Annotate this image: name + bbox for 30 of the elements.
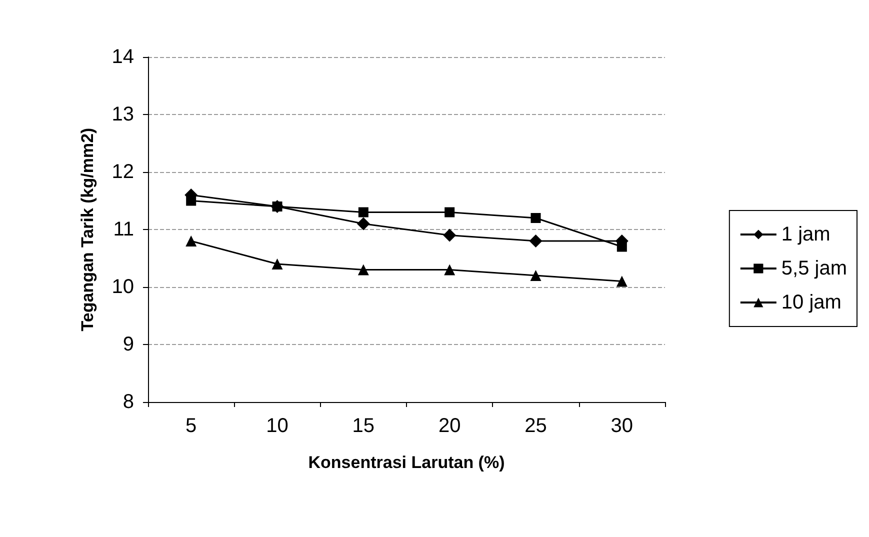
legend-label: 1 jam (781, 224, 830, 246)
point (530, 213, 541, 223)
point (358, 264, 369, 276)
point (444, 264, 456, 276)
y-tick-label: 13 (112, 104, 134, 126)
legend-label: 5,5 jam (781, 258, 848, 280)
y-axis-title: Tegangan Tarik (kg/mm2) (78, 128, 97, 332)
point (444, 207, 455, 218)
y-tick-label: 14 (112, 46, 134, 68)
x-tick-label: 30 (610, 415, 634, 437)
x-tick-label: 10 (266, 415, 288, 437)
y-tick-label: 10 (112, 276, 134, 298)
point (616, 276, 628, 287)
y-tick-label: 8 (122, 391, 134, 413)
x-tick-label: 20 (438, 415, 461, 437)
point (358, 207, 368, 218)
point (443, 228, 456, 242)
point (530, 270, 542, 281)
point (529, 234, 542, 248)
x-tick-label: 15 (352, 415, 375, 437)
point (356, 217, 370, 230)
y-tick-label: 9 (122, 334, 134, 356)
point (272, 258, 283, 270)
x-axis-title: Konsentrasi Larutan (%) (308, 453, 505, 472)
legend-label: 10 jam (781, 292, 842, 314)
y-tick-label: 12 (112, 161, 134, 183)
point (186, 236, 197, 246)
x-tick-label: 5 (186, 415, 197, 437)
y-tick-label: 11 (113, 218, 134, 240)
x-tick-label: 25 (524, 415, 547, 437)
